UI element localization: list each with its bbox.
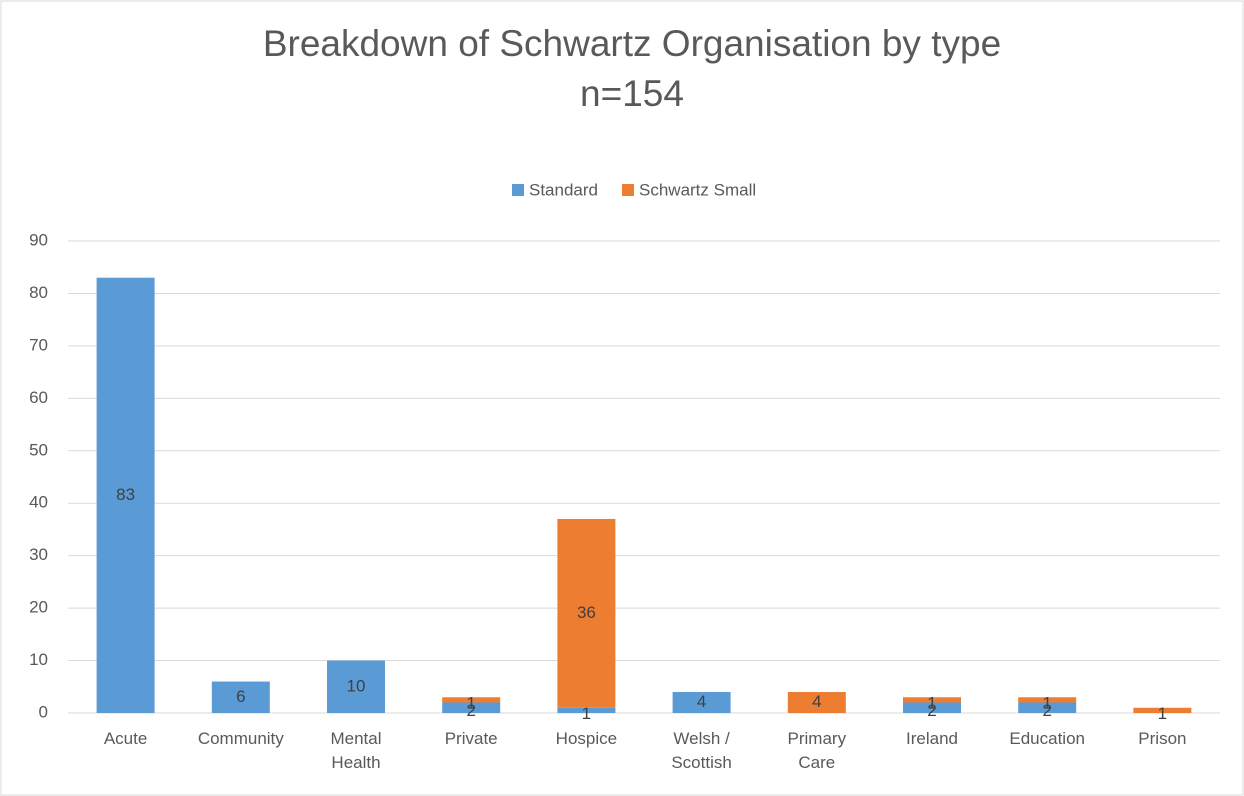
y-tick-label: 30 — [29, 545, 48, 564]
y-tick-label: 20 — [29, 598, 48, 617]
data-label: 4 — [697, 692, 706, 711]
chart-subtitle: n=154 — [580, 73, 684, 114]
bar-segment — [327, 660, 385, 713]
x-tick-label: Hospice — [555, 729, 618, 748]
x-tick-label: Prison — [1138, 729, 1187, 748]
y-tick-label: 70 — [29, 335, 48, 354]
y-tick-label: 40 — [29, 493, 48, 512]
legend-label: Schwartz Small — [639, 180, 756, 199]
legend-label: Standard — [529, 180, 598, 199]
x-tick-label: Ireland — [906, 729, 958, 748]
legend-swatch — [512, 184, 524, 196]
data-label: 2 — [1042, 701, 1051, 720]
bar-segment — [903, 702, 961, 713]
y-tick-label: 60 — [29, 388, 48, 407]
chart-title: Breakdown of Schwartz Organisation by ty… — [263, 23, 1001, 64]
data-label: 4 — [812, 692, 821, 711]
data-label: 1 — [927, 693, 936, 712]
data-label: 36 — [577, 603, 596, 622]
bar-segment — [557, 707, 616, 713]
bar-segment — [672, 692, 731, 713]
x-tick-label: Welsh / Scottish — [671, 729, 732, 772]
data-label: 83 — [116, 485, 135, 504]
data-label: 2 — [927, 701, 936, 720]
x-tick-label: Community — [197, 729, 284, 748]
bar-segment — [442, 697, 501, 703]
bar-segment — [787, 692, 846, 713]
bar-segment — [1018, 702, 1077, 713]
bar-segment — [96, 277, 155, 713]
data-label: 2 — [466, 701, 475, 720]
legend-swatch — [622, 184, 634, 196]
bar-segment — [1133, 707, 1192, 713]
data-label: 1 — [1042, 693, 1051, 712]
x-tick-label: Acute — [103, 729, 148, 748]
data-label: 6 — [236, 687, 245, 706]
x-tick-label: Education — [1009, 729, 1085, 748]
bar-segment — [442, 702, 501, 713]
x-tick-label: Mental Health — [330, 729, 382, 772]
bar-segment — [903, 697, 961, 703]
y-tick-label: 10 — [29, 650, 48, 669]
data-label: 1 — [1158, 704, 1167, 723]
x-tick-label: Primary Care — [787, 729, 847, 772]
y-tick-label: 90 — [29, 230, 48, 249]
y-tick-label: 50 — [29, 440, 48, 459]
bar-segment — [557, 518, 616, 708]
data-label: 10 — [347, 676, 366, 695]
bar-segment — [1018, 697, 1077, 703]
y-tick-label: 80 — [29, 283, 48, 302]
x-tick-label: Private — [444, 729, 498, 748]
bar-segment — [211, 681, 270, 713]
y-tick-label: 0 — [39, 702, 48, 721]
data-label: 1 — [582, 704, 591, 723]
data-label: 1 — [466, 693, 475, 712]
